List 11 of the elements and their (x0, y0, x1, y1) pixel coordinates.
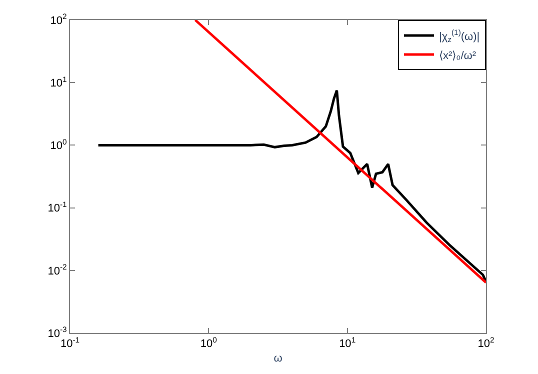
y-tick-label: 10$^{2}$ (50, 12, 67, 27)
x-tick-label: 10$^{2}$ (478, 336, 494, 350)
legend-label: |χ$_{z}$$^{(1)}$(ω)| (439, 28, 480, 44)
legend-label: ⟨x²⟩₀/ω² (439, 50, 476, 62)
y-tick-label: 10$^{-1}$ (48, 200, 67, 215)
x-tick-label: 10$^{0}$ (200, 336, 217, 350)
y-tick-label: 10$^{-2}$ (48, 262, 67, 278)
x-axis-title: ω (274, 352, 283, 364)
y-tick-label: 10$^{1}$ (50, 74, 67, 90)
x-tick-label: 10$^{1}$ (339, 336, 356, 350)
y-tick-label: 10$^{0}$ (50, 137, 67, 152)
